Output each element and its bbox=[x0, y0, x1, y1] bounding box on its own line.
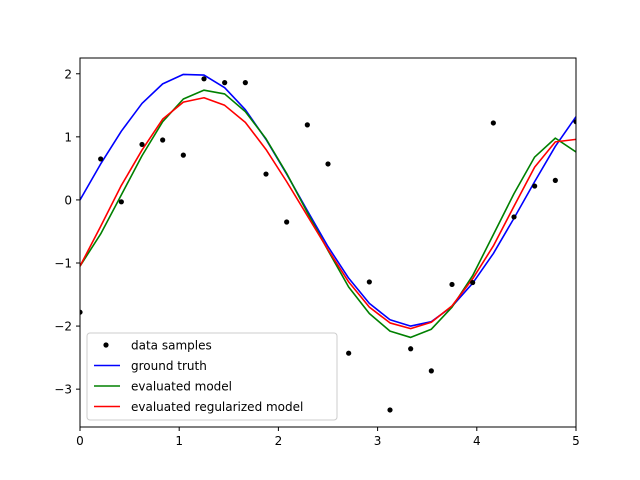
data-point bbox=[408, 346, 414, 352]
data-point bbox=[552, 177, 558, 183]
data-point bbox=[118, 199, 124, 205]
legend-label-2: evaluated model bbox=[131, 380, 232, 394]
x-tick-label: 5 bbox=[572, 434, 580, 448]
data-point bbox=[160, 137, 166, 143]
x-tick-label: 1 bbox=[175, 434, 183, 448]
legend-label-1: ground truth bbox=[131, 359, 207, 373]
y-tick-label: −1 bbox=[54, 257, 72, 271]
x-tick-label: 3 bbox=[374, 434, 382, 448]
series-line-1 bbox=[80, 73, 576, 327]
y-tick-label: 0 bbox=[64, 193, 72, 207]
axes-frame bbox=[79, 57, 577, 428]
y-tick-label: −3 bbox=[54, 383, 72, 397]
data-point bbox=[511, 214, 517, 220]
series-line-3 bbox=[80, 96, 576, 330]
data-point bbox=[470, 279, 476, 286]
data-point bbox=[449, 281, 455, 288]
data-point bbox=[304, 122, 310, 128]
data-point bbox=[201, 76, 207, 82]
data-point bbox=[428, 368, 434, 374]
plot-area bbox=[80, 73, 576, 413]
legend-label-0: data samples bbox=[131, 339, 212, 353]
x-tick-label: 4 bbox=[473, 434, 481, 448]
data-point bbox=[263, 171, 269, 177]
y-tick-label: 2 bbox=[64, 67, 72, 81]
data-point bbox=[573, 119, 576, 125]
legend-box bbox=[86, 332, 338, 421]
data-point bbox=[346, 350, 352, 356]
y-tick-label: −2 bbox=[54, 320, 72, 334]
y-tick-label: 1 bbox=[64, 130, 72, 144]
legend: data samples ground truth evaluated model e… bbox=[86, 332, 338, 421]
data-point bbox=[180, 152, 186, 158]
plot-inner bbox=[80, 73, 576, 413]
series-line-2 bbox=[80, 89, 576, 339]
data-point bbox=[139, 141, 145, 148]
data-point bbox=[325, 161, 331, 167]
legend-label-3: evaluated regularized model bbox=[131, 400, 303, 414]
data-point bbox=[490, 120, 496, 126]
data-point bbox=[387, 407, 393, 413]
x-tick-label: 0 bbox=[76, 434, 84, 448]
data-point bbox=[242, 80, 248, 86]
legend-marker-0 bbox=[103, 342, 109, 348]
axes: 0 1 2 3 4 5 −3 −2 −1 0 1 2 bbox=[54, 57, 580, 448]
x-tick-label: 2 bbox=[275, 434, 283, 448]
data-point bbox=[222, 80, 228, 86]
data-point bbox=[80, 309, 83, 315]
data-point bbox=[366, 279, 372, 285]
data-point bbox=[284, 219, 290, 225]
data-point bbox=[532, 183, 538, 189]
data-point bbox=[98, 156, 104, 162]
